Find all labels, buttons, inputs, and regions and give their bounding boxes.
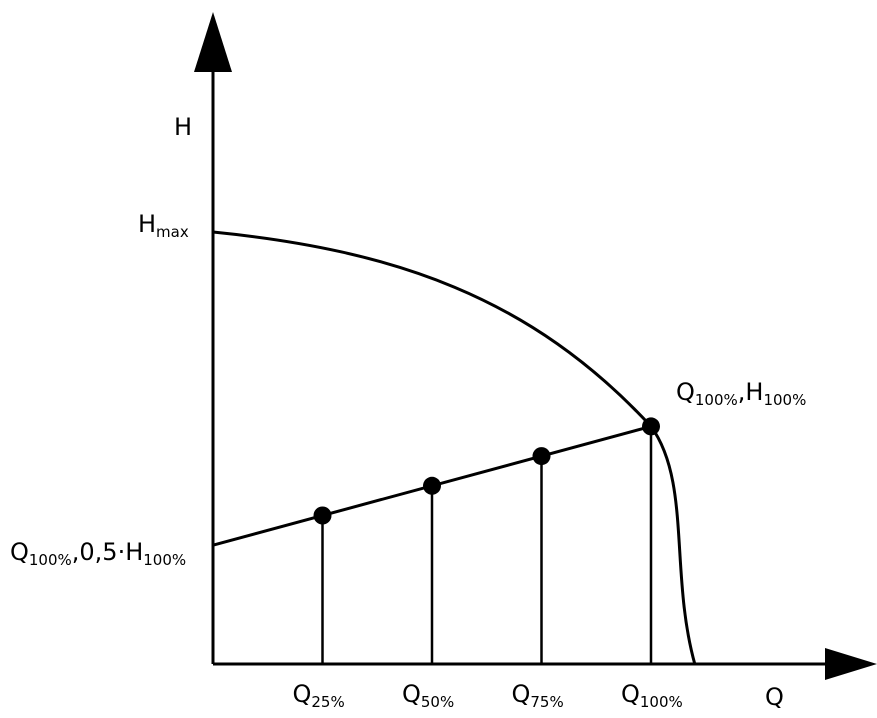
hmax-label: Hmax [138,210,189,241]
axes [194,12,877,680]
y-axis-label: H [174,113,192,141]
data-point-3 [532,447,551,466]
pump-curve-line [212,230,697,665]
drop-lines [321,426,653,664]
y-axis-arrow-icon [194,12,232,72]
data-point-1 [313,506,332,525]
curves [212,230,697,665]
x-tick-labels: Q25% Q50% Q75% Q100% [293,680,683,711]
data-point-4 [642,417,660,436]
start-point-label: Q100%,0,5·H100% [10,538,186,569]
data-point-2 [423,476,441,495]
x-axis-arrow-icon [825,648,877,680]
x-axis-label: Q [765,683,784,711]
x-tick-label-4: Q100% [621,680,683,711]
x-tick-label-1: Q25% [293,680,345,711]
markers [313,417,660,525]
x-tick-label-3: Q75% [512,680,564,711]
duty-point-label: Q100%,H100% [676,378,806,409]
x-tick-label-2: Q50% [402,680,454,711]
